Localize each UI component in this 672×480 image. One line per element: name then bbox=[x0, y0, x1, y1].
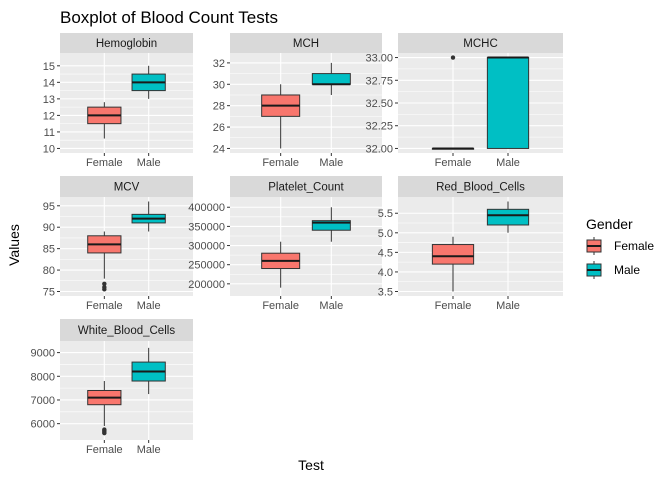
facet-strip-label: MCH bbox=[293, 38, 319, 50]
y-tick-label: 5.5 bbox=[378, 208, 393, 220]
y-tick-label: 350000 bbox=[188, 221, 225, 233]
x-tick-label: Male bbox=[496, 157, 520, 169]
facet-panel-mchc: MCHC 32.00 32.25 32.50 32.75 33.00 Female Male bbox=[365, 33, 563, 169]
y-tick-label: 8000 bbox=[31, 371, 55, 383]
facet-panels: Hemoglobin 10 11 12 13 14 15 Female Male MCH 24 26 2… bbox=[31, 33, 563, 456]
facet-strip bbox=[60, 33, 193, 53]
legend: Gender Female Male bbox=[586, 216, 654, 279]
facet-strip bbox=[230, 33, 382, 53]
facet-strip bbox=[60, 319, 193, 341]
x-tick-label: Female bbox=[86, 157, 123, 169]
panel-background bbox=[230, 53, 382, 153]
box-male bbox=[486, 57, 530, 149]
y-tick-label: 13 bbox=[43, 94, 55, 106]
facet-strip-label: Hemoglobin bbox=[96, 38, 157, 50]
box-male bbox=[486, 208, 530, 226]
y-tick-label: 5.0 bbox=[378, 228, 393, 240]
box-female bbox=[431, 244, 475, 265]
facet-panel-white-blood-cells: White_Blood_Cells 6000 7000 8000 9000 Female M… bbox=[31, 319, 193, 456]
y-tick-label: 75 bbox=[43, 287, 55, 299]
y-tick-label: 4.5 bbox=[378, 247, 393, 259]
x-tick-label: Female bbox=[262, 300, 299, 312]
y-tick-label: 85 bbox=[43, 244, 55, 256]
y-tick-label: 28 bbox=[213, 101, 225, 113]
panel-background bbox=[60, 53, 193, 153]
facet-panel-red-blood-cells: Red_Blood_Cells 3.5 4.0 4.5 5.0 5.5 Female Male bbox=[378, 176, 563, 312]
box-male bbox=[311, 220, 351, 231]
facet-panel-mcv: MCV 75 80 85 90 95 Female Male bbox=[43, 176, 193, 312]
x-tick-label: Female bbox=[86, 444, 123, 456]
y-tick-label: 3.5 bbox=[378, 287, 393, 299]
y-tick-label: 32.25 bbox=[365, 121, 393, 133]
x-tick-label: Female bbox=[262, 157, 299, 169]
x-tick-label: Male bbox=[137, 157, 161, 169]
y-tick-label: 10 bbox=[43, 143, 55, 155]
y-tick-label: 14 bbox=[43, 77, 55, 89]
y-tick-label: 15 bbox=[43, 61, 55, 73]
facet-strip-label: MCHC bbox=[463, 38, 498, 50]
y-tick-label: 9000 bbox=[31, 348, 55, 360]
x-tick-label: Female bbox=[435, 157, 472, 169]
y-tick-label: 33.00 bbox=[365, 53, 393, 65]
x-tick-label: Male bbox=[137, 300, 161, 312]
facet-strip-label: MCV bbox=[114, 182, 140, 194]
y-tick-label: 6000 bbox=[31, 419, 55, 431]
facet-strip bbox=[230, 176, 382, 197]
y-tick-label: 200000 bbox=[188, 279, 225, 291]
y-tick-label: 32.75 bbox=[365, 75, 393, 87]
y-tick-label: 32 bbox=[213, 58, 225, 70]
panel-background bbox=[230, 197, 382, 296]
panel-background bbox=[60, 341, 193, 440]
x-axis-title: Test bbox=[298, 457, 324, 473]
facet-strip-label: Red_Blood_Cells bbox=[436, 182, 525, 194]
chart-title: Boxplot of Blood Count Tests bbox=[60, 8, 278, 27]
y-tick-label: 32.00 bbox=[365, 143, 393, 155]
y-tick-label: 24 bbox=[213, 143, 225, 155]
x-tick-label: Female bbox=[435, 300, 472, 312]
y-tick-label: 250000 bbox=[188, 260, 225, 272]
facet-strip-label: White_Blood_Cells bbox=[78, 325, 175, 337]
y-tick-label: 80 bbox=[43, 265, 55, 277]
y-tick-label: 12 bbox=[43, 110, 55, 122]
y-tick-label: 11 bbox=[44, 127, 55, 139]
box-male bbox=[311, 73, 351, 85]
legend-title: Gender bbox=[586, 216, 633, 232]
legend-label: Female bbox=[614, 239, 654, 253]
y-tick-label: 300000 bbox=[188, 241, 225, 253]
y-tick-label: 4.0 bbox=[378, 267, 393, 279]
y-axis-title: Values bbox=[6, 224, 22, 266]
facet-panel-mch: MCH 24 26 28 30 32 Female Male bbox=[213, 33, 382, 169]
facet-strip bbox=[398, 176, 563, 197]
facet-panel-hemoglobin: Hemoglobin 10 11 12 13 14 15 Female Male bbox=[43, 33, 193, 169]
y-tick-label: 26 bbox=[213, 122, 225, 134]
outlier-point bbox=[102, 285, 107, 290]
y-tick-label: 32.50 bbox=[365, 98, 393, 110]
facet-panel-platelet-count: Platelet_Count 200000 250000 300000 350000 40… bbox=[188, 176, 382, 312]
x-tick-label: Male bbox=[137, 444, 161, 456]
facet-strip bbox=[398, 33, 563, 53]
y-tick-label: 400000 bbox=[188, 202, 225, 214]
x-tick-label: Male bbox=[319, 157, 343, 169]
y-tick-label: 90 bbox=[43, 222, 55, 234]
facet-strip-label: Platelet_Count bbox=[268, 182, 344, 194]
x-tick-label: Female bbox=[86, 300, 123, 312]
outlier-point bbox=[102, 281, 107, 286]
legend-label: Male bbox=[614, 263, 640, 277]
y-tick-label: 7000 bbox=[31, 395, 55, 407]
outlier-point bbox=[102, 427, 107, 432]
facet-strip bbox=[60, 176, 193, 197]
panel-background bbox=[398, 197, 563, 296]
y-tick-label: 95 bbox=[43, 201, 55, 213]
x-tick-label: Male bbox=[496, 300, 520, 312]
x-tick-label: Male bbox=[319, 300, 343, 312]
panel-background bbox=[60, 197, 193, 296]
y-tick-label: 30 bbox=[213, 79, 225, 91]
outlier-point bbox=[450, 55, 456, 60]
